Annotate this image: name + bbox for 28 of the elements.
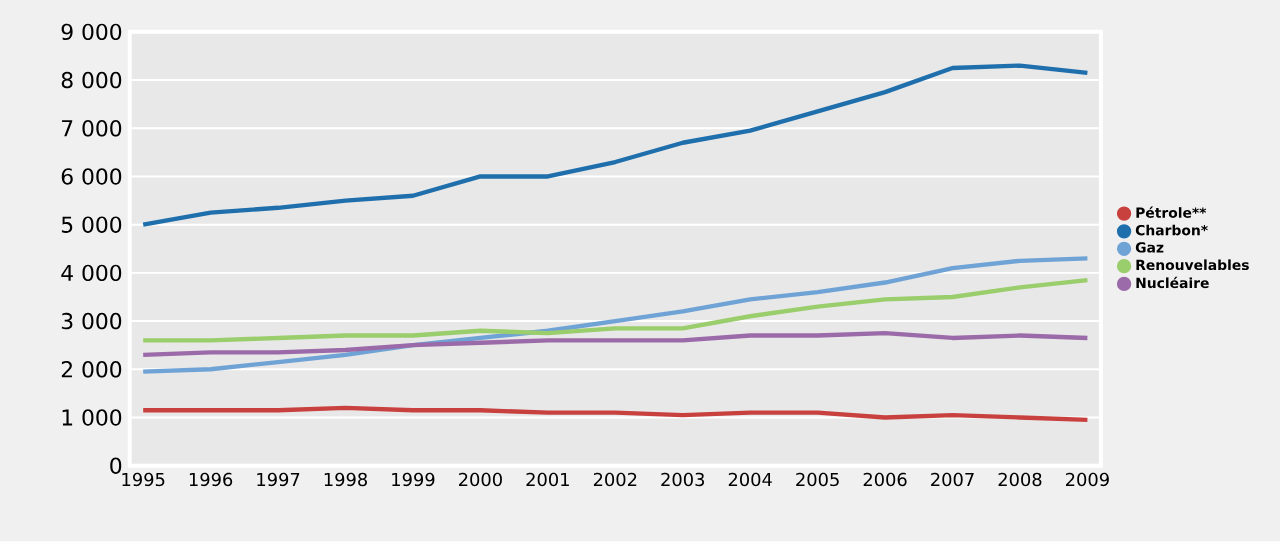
x-tick-label: 1998 — [324, 473, 367, 487]
x-tick-label: 2006 — [863, 473, 907, 487]
x-tick-label: 2009 — [1066, 473, 1109, 487]
y-tick-label: 6 000 — [61, 168, 122, 186]
y-tick-label: 9 000 — [61, 23, 122, 41]
y-tick-label: 4 000 — [61, 264, 122, 282]
y-tick-label: 5 000 — [61, 216, 122, 234]
x-tick-label: 2004 — [728, 473, 772, 487]
line-series — [141, 63, 1090, 228]
x-tick-label: 2003 — [661, 473, 704, 487]
y-tick-label: 8 000 — [61, 72, 122, 89]
line-series — [141, 278, 1090, 343]
y-tick-label: 0 — [110, 457, 122, 475]
line-series — [141, 256, 1090, 375]
y-tick-label: 3 000 — [61, 313, 122, 330]
x-tick-label: 1999 — [392, 473, 435, 487]
x-tick-label: 2001 — [526, 473, 569, 487]
x-tick-label: 1997 — [257, 473, 300, 487]
x-tick-label: 2007 — [931, 473, 974, 487]
x-tick-label: 1996 — [189, 473, 233, 487]
x-tick-label: 1995 — [122, 473, 165, 487]
x-tick-label: 2000 — [459, 473, 502, 487]
y-tick-label: 7 000 — [62, 120, 122, 137]
x-tick-label: 2008 — [998, 473, 1042, 487]
x-tick-label: 2005 — [796, 473, 839, 487]
y-tick-label: 1 000 — [62, 409, 122, 427]
x-tick-label: 2002 — [593, 473, 637, 487]
y-tick-label: 2 000 — [61, 361, 122, 378]
